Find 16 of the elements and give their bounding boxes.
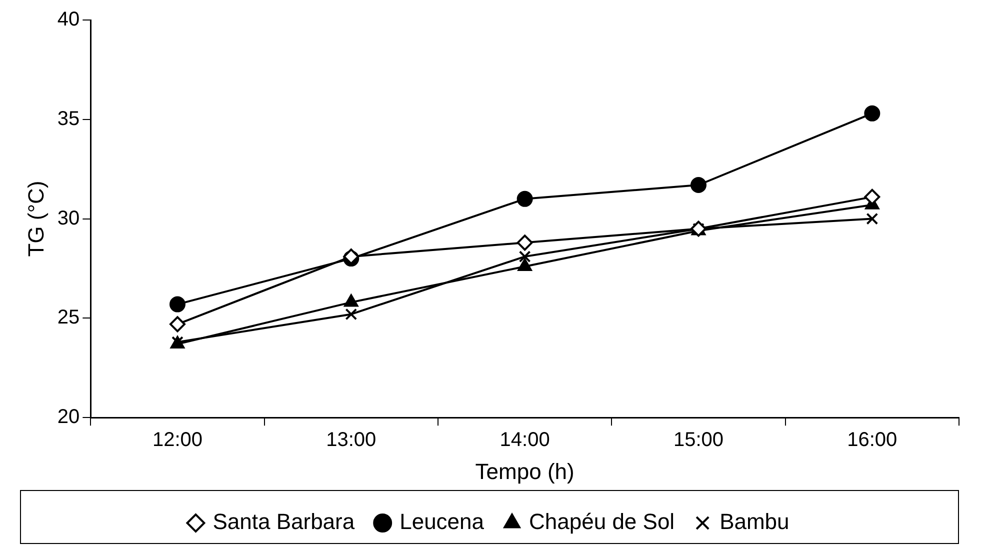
y-tick-label: 40 [57,8,80,31]
legend-label: Leucena [400,509,485,534]
legend-label: Santa Barbara [212,509,356,534]
x-tick-label: 15:00 [673,429,724,452]
x-axis-title: Tempo (h) [475,458,574,484]
x-tick-label: 12:00 [152,429,203,452]
y-tick-label: 20 [57,406,80,428]
legend-label: Bambu [720,509,790,534]
y-tick-label: 25 [57,306,80,329]
legend-label: Chapéu de Sol [529,509,675,534]
y-tick-label: 35 [57,108,80,130]
x-tick-label: 13:00 [326,429,376,452]
y-tick-label: 30 [57,207,80,230]
x-tick-label: 14:00 [500,429,550,452]
y-axis-title: TG (°C) [23,180,48,257]
x-tick-label: 16:00 [847,429,898,452]
